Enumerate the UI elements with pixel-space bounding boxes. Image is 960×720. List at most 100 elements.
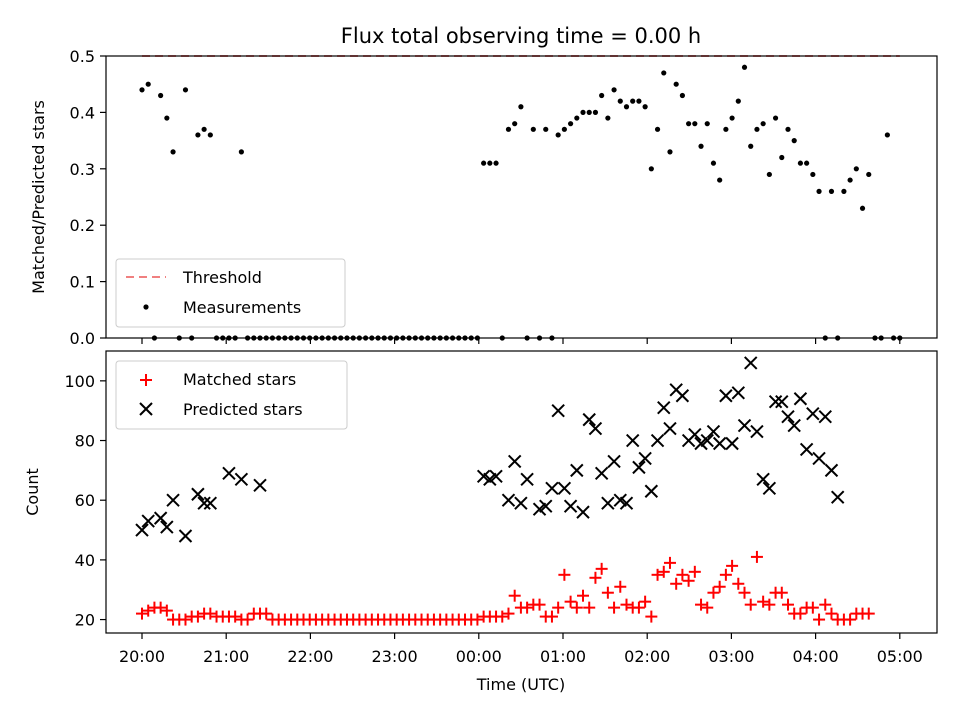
bottom-y-axis-label: Count [23, 468, 42, 516]
matched-star-point [825, 607, 838, 620]
matched-star-point [819, 598, 832, 611]
matched-star-point [794, 607, 807, 620]
top-y-tick-label: 0.5 [70, 47, 95, 66]
matched-star-point [191, 610, 204, 623]
predicted-star-point [787, 418, 801, 433]
predicted-star-point [551, 403, 565, 418]
matched-star-point [260, 607, 273, 620]
predicted-star-point [775, 395, 789, 409]
predicted-star-point [514, 496, 528, 510]
matched-star-point [862, 607, 875, 620]
matched-star-point [781, 598, 794, 611]
predicted-star-point [619, 496, 634, 510]
matched-star-point [601, 586, 614, 599]
predicted-star-point [644, 484, 659, 498]
matched-star-point [564, 595, 577, 608]
measurement-point [164, 115, 170, 121]
measurement-point [518, 104, 524, 110]
measurement-point [170, 149, 176, 155]
matched-star-point [608, 601, 621, 614]
predicted-star-point [706, 424, 721, 439]
predicted-star-point [601, 496, 615, 510]
x-tick-label: 02:00 [624, 647, 670, 666]
measurement-point [592, 109, 599, 115]
bottom-y-tick-label: 100 [64, 372, 95, 391]
measurement-point [636, 98, 642, 104]
matched-star-point [688, 565, 701, 578]
matched-star-point [577, 589, 590, 602]
predicted-star-point [135, 523, 149, 537]
bottom-plot-area: 20 40 60 80 100 20:00 21:00 22:00 23:00 00:00 01:0… [64, 356, 923, 666]
top-y-tick-label: 0.2 [70, 216, 95, 235]
measurement-point [487, 160, 493, 166]
matched-star-point [713, 580, 726, 593]
predicted-star-point [520, 472, 534, 487]
measurement-point [586, 109, 592, 115]
measurement-point [679, 92, 685, 99]
measurement-point [741, 64, 748, 70]
bottom-y-tick-label: 40 [75, 551, 95, 570]
matched-star-point [695, 598, 708, 611]
matched-star-point [676, 568, 689, 581]
matched-star-point [545, 610, 558, 623]
matched-star-point [179, 613, 192, 626]
top-legend-box [115, 258, 346, 328]
predicted-star-point [607, 454, 621, 469]
predicted-star-point [625, 433, 640, 448]
matched-star-point [726, 559, 739, 572]
measurement-point [611, 87, 617, 93]
predicted-star-point [663, 421, 677, 436]
matched-star-point [496, 610, 509, 623]
bottom-y-tick-label: 20 [75, 611, 95, 630]
measurement-point [847, 177, 853, 183]
measurement-point [630, 98, 636, 104]
matched-star-point [763, 598, 776, 611]
measurement-point [648, 166, 654, 172]
measurement-point [785, 126, 791, 132]
measurement-point [673, 81, 679, 87]
measurement-point [841, 188, 847, 194]
predicted-star-point [725, 436, 739, 451]
predicted-star-point [750, 424, 764, 439]
matched-star-point [651, 568, 664, 581]
measurement-point [195, 132, 201, 138]
predicted-star-point [756, 472, 770, 487]
bottom-axes-frame [105, 350, 938, 634]
matched-star-point [639, 595, 652, 608]
predicted-star-point [632, 460, 646, 475]
x-tick-label: 00:00 [456, 647, 502, 666]
predicted-star-point [762, 481, 777, 495]
measurement-point [853, 166, 859, 172]
matched-star-point [521, 601, 534, 614]
legend-predicted-label: Predicted stars [183, 400, 303, 419]
measurement-point [654, 126, 661, 132]
x-axis-label: Time (UTC) [476, 675, 565, 694]
top-y-tick-label: 0.1 [70, 273, 95, 292]
predicted-star-point [744, 356, 758, 370]
measurement-point [481, 160, 487, 166]
measurement-point [866, 171, 872, 178]
x-tick-label: 21:00 [203, 647, 249, 666]
predicted-star-point [222, 466, 236, 481]
matched-star-point [750, 550, 763, 563]
measurement-point [729, 115, 735, 121]
measurement-point [505, 126, 512, 132]
matched-star-point [154, 601, 167, 614]
matched-star-point [583, 601, 596, 614]
measurement-point [772, 115, 779, 121]
measurement-point [201, 126, 207, 132]
measurement-point [574, 115, 580, 121]
top-y-axis-label: Matched/Predicted stars [29, 100, 48, 294]
bottom-y-tick-label: 60 [75, 491, 95, 510]
legend-matched-label: Matched stars [183, 370, 296, 389]
matched-star-point [589, 571, 602, 584]
measurement-point [698, 143, 704, 149]
measurement-point [859, 205, 866, 211]
matched-star-point [663, 556, 676, 569]
predicted-star-point [781, 409, 795, 424]
x-tick-label: 01:00 [540, 647, 586, 666]
measurement-point [512, 121, 518, 127]
matched-star-point [775, 586, 788, 599]
matched-star-point [701, 601, 714, 614]
